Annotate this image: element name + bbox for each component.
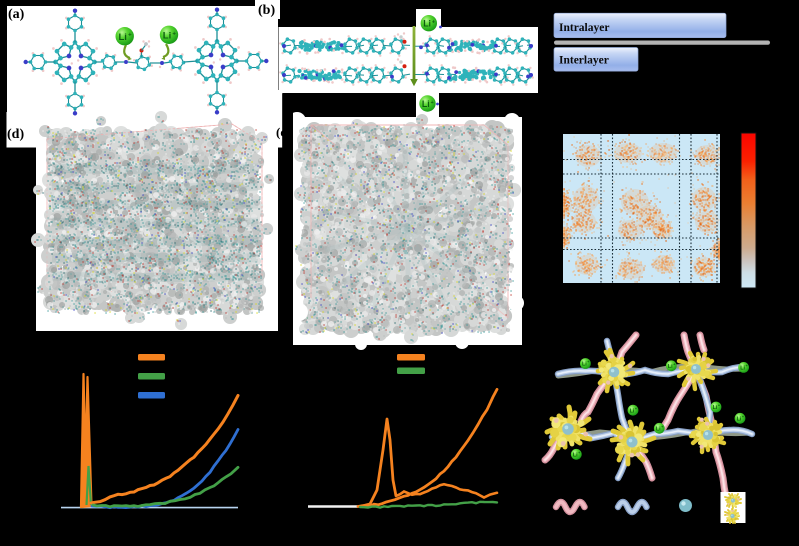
svg-text:+: +: [635, 407, 637, 411]
svg-text:+: +: [128, 33, 132, 39]
svg-text:Interlayer: Interlayer: [559, 55, 609, 67]
svg-text:Li: Li: [163, 30, 171, 41]
svg-text:(a): (a): [8, 7, 25, 22]
svg-text:Li: Li: [713, 405, 718, 411]
svg-text:+: +: [673, 362, 675, 366]
svg-text:+: +: [432, 20, 435, 26]
svg-text:+: +: [661, 425, 663, 429]
svg-text:+: +: [587, 360, 589, 364]
svg-text:+: +: [742, 415, 744, 419]
svg-text:Li: Li: [573, 452, 578, 458]
svg-text:+: +: [172, 31, 176, 37]
svg-text:+: +: [718, 404, 720, 408]
svg-text:Li: Li: [740, 366, 745, 372]
svg-text:Li: Li: [668, 364, 673, 370]
svg-text:Li: Li: [656, 426, 661, 432]
svg-text:Li: Li: [582, 362, 587, 368]
svg-text:(d): (d): [7, 127, 24, 142]
svg-text:Li: Li: [630, 408, 635, 414]
svg-text:Li: Li: [422, 99, 430, 109]
svg-text:+: +: [578, 451, 580, 455]
svg-text:(b): (b): [258, 3, 275, 18]
svg-text:+: +: [431, 100, 434, 106]
svg-text:+: +: [746, 364, 748, 368]
svg-text:Li: Li: [119, 32, 127, 43]
svg-text:Li: Li: [423, 19, 431, 29]
svg-text:Intralayer: Intralayer: [559, 22, 609, 34]
svg-text:Li: Li: [737, 416, 742, 422]
